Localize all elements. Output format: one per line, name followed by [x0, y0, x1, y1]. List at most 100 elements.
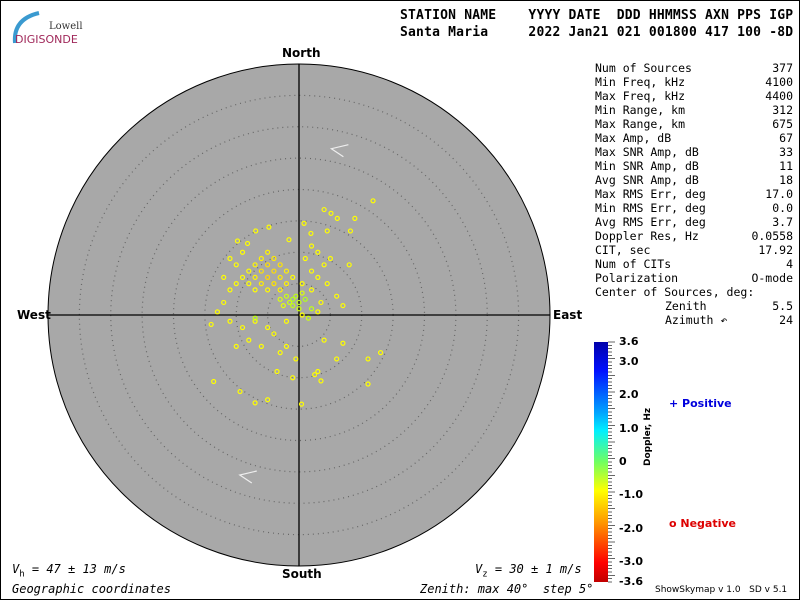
- legend-positive-label: Positive: [682, 397, 732, 410]
- stat-row: Num of Sources 377: [595, 61, 793, 75]
- source-point: [258, 255, 264, 262]
- source-point: [377, 350, 384, 356]
- source-point: [227, 318, 233, 324]
- stat-row: Max Range, km 675: [595, 117, 793, 131]
- source-point: [252, 287, 258, 293]
- source-point: [302, 296, 308, 302]
- source-point: [308, 230, 314, 237]
- source-point: [208, 321, 214, 328]
- colorbar-tick-label: 1.0: [619, 421, 639, 435]
- colorbar-title: Doppler, Hz: [643, 407, 653, 466]
- stat-label: Max Range, km: [595, 117, 686, 131]
- zenith-scale-label: Zenith: max 40° step 5°: [420, 582, 594, 596]
- source-point: [266, 224, 272, 230]
- colorbar-tick-label: -3.6: [619, 575, 644, 588]
- source-point: [283, 343, 290, 349]
- colorbar: [594, 342, 608, 582]
- label-south: South: [282, 567, 322, 581]
- source-point: [265, 287, 271, 293]
- source-point: [365, 356, 371, 362]
- source-point: [227, 255, 233, 262]
- center-zenith: Zenith 5.5: [665, 299, 793, 313]
- velocity-arrow-icon: [238, 470, 257, 484]
- source-point: [293, 293, 299, 299]
- source-point: [233, 343, 239, 349]
- station-header: STATION NAME YYYY DATE DDD HHMMSS AXN PP…: [400, 7, 793, 41]
- source-point: [233, 281, 239, 287]
- source-point: [277, 296, 283, 302]
- source-point: [321, 262, 327, 268]
- source-point: [334, 356, 340, 362]
- stat-value: 4100: [765, 75, 793, 89]
- stat-row: Min RMS Err, deg 0.0: [595, 201, 793, 215]
- stat-label: Polarization: [595, 271, 679, 285]
- stat-label: Num of CITs: [595, 257, 672, 271]
- stat-row: Num of CITs 4: [595, 257, 793, 271]
- source-point: [221, 299, 227, 306]
- stat-label: Max SNR Amp, dB: [595, 145, 699, 159]
- source-point: [290, 274, 296, 280]
- source-point: [312, 372, 318, 378]
- source-point: [283, 281, 290, 287]
- source-point: [277, 262, 283, 268]
- legend-negative: o Negative: [669, 517, 736, 530]
- source-point: [265, 262, 271, 268]
- source-point: [265, 249, 271, 255]
- source-point: [265, 274, 271, 280]
- source-point: [271, 268, 277, 274]
- source-point: [252, 274, 258, 280]
- source-point: [308, 306, 315, 312]
- source-point: [327, 255, 333, 262]
- source-point: [308, 243, 315, 249]
- stat-value: 4: [786, 257, 793, 271]
- stat-label: Doppler Res, Hz: [595, 229, 699, 243]
- source-point: [265, 324, 271, 331]
- source-point: [299, 290, 305, 296]
- colorbar-tick-label: -1.0: [619, 488, 644, 502]
- source-point: [277, 274, 283, 280]
- source-point: [334, 215, 340, 221]
- stat-row: Avg RMS Err, deg 3.7: [595, 215, 793, 229]
- source-point: [318, 378, 324, 384]
- stat-label: Avg RMS Err, deg: [595, 215, 706, 229]
- stat-row: Polarization O-mode: [595, 271, 793, 285]
- source-point: [214, 309, 221, 315]
- stat-label: Max Amp, dB: [595, 131, 672, 145]
- source-point: [258, 268, 264, 274]
- source-point: [252, 318, 258, 324]
- source-point: [296, 306, 302, 312]
- stat-value: 0.0558: [751, 229, 793, 243]
- source-point: [293, 356, 299, 362]
- source-point: [227, 287, 233, 293]
- stat-label: Min Freq, kHz: [595, 75, 686, 89]
- source-point: [321, 206, 327, 213]
- plus-icon: +: [669, 397, 683, 410]
- stat-value: 675: [772, 117, 793, 131]
- source-point: [265, 397, 271, 403]
- stat-row: Min SNR Amp, dB 11: [595, 159, 793, 173]
- source-point: [283, 268, 290, 274]
- source-point: [347, 228, 354, 234]
- source-point: [258, 343, 264, 349]
- stat-label: Min Range, km: [595, 103, 686, 117]
- stat-row: CIT, sec 17.92: [595, 243, 793, 257]
- stat-value: 312: [772, 103, 793, 117]
- colorbar-tick-label: 0: [619, 455, 627, 468]
- center-azimuth: Azimuth ↶ 24: [665, 313, 793, 327]
- source-point: [346, 262, 352, 268]
- source-point: [315, 368, 321, 375]
- source-point: [324, 228, 330, 234]
- source-point: [315, 249, 321, 255]
- stat-label: Avg SNR Amp, dB: [595, 173, 699, 187]
- logo-text-digisonde: DIGISONDE: [15, 33, 78, 46]
- stat-value: 17.0: [765, 187, 793, 201]
- stat-row: Min Range, km 312: [595, 103, 793, 117]
- stat-value: 3.7: [772, 215, 793, 229]
- source-point: [299, 281, 305, 287]
- source-point: [252, 400, 258, 406]
- velocity-arrow-icon: [329, 144, 349, 158]
- coordinate-system-label: Geographic coordinates: [12, 582, 171, 596]
- source-point: [271, 331, 277, 337]
- header-labels: STATION NAME YYYY DATE DDD HHMMSS AXN PP…: [400, 8, 794, 23]
